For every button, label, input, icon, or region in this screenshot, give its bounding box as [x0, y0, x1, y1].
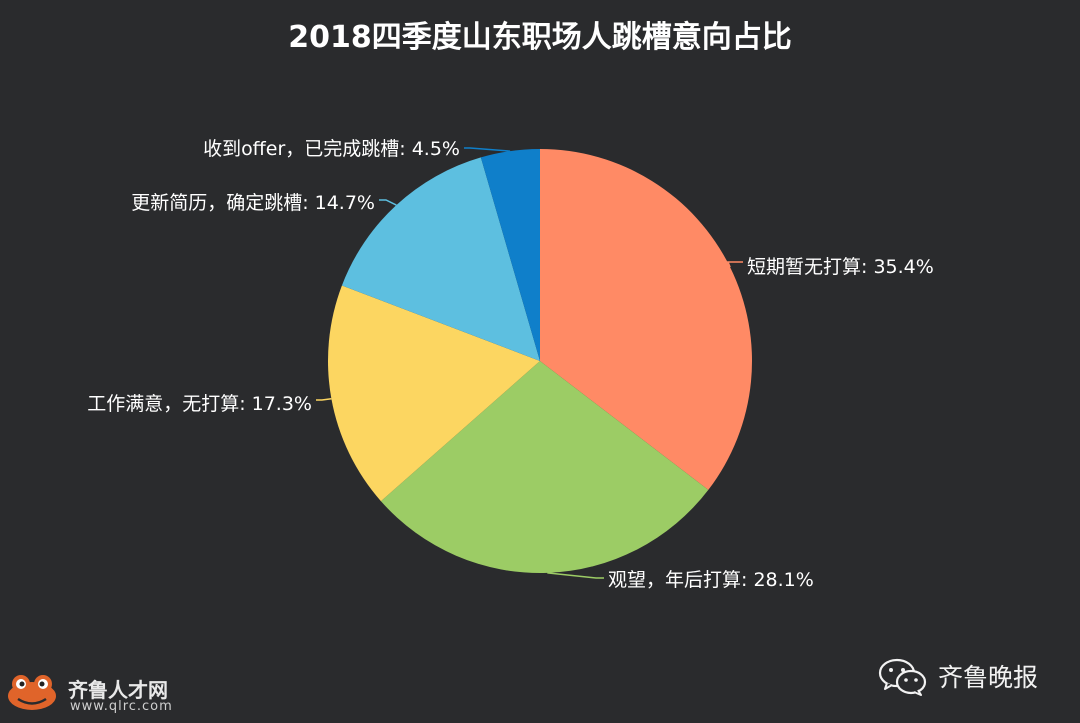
leader-lines: [316, 147, 743, 579]
pie-slices: [327, 149, 752, 574]
leader-line: [547, 572, 604, 579]
qlrc-name: 齐鲁人才网: [68, 678, 168, 702]
slice-label: 观望，年后打算: 28.1%: [608, 569, 814, 591]
pie-slice: [380, 361, 709, 574]
chart-title: 2018四季度山东职场人跳槽意向占比: [288, 20, 792, 55]
leader-line: [379, 199, 397, 206]
qlrc-url: www.qlrc.com: [70, 699, 173, 714]
pie-slice: [540, 149, 752, 490]
slice-label: 更新简历，确定跳槽: 14.7%: [131, 192, 375, 214]
qlrc-watermark: 齐鲁人才网 www.qlrc.com: [6, 670, 206, 716]
slice-label: 短期暂无打算: 35.4%: [747, 256, 934, 278]
slice-label: 收到offer，已完成跳槽: 4.5%: [203, 138, 460, 160]
leader-line: [316, 398, 332, 401]
leader-line: [726, 261, 743, 268]
pie-slice: [327, 285, 540, 502]
wechat-icon: [878, 658, 927, 696]
leader-line: [464, 147, 511, 152]
frog-logo-icon: [8, 675, 56, 710]
pie-slice: [341, 157, 540, 361]
pie-slice: [480, 149, 540, 361]
qlwb-watermark: 齐鲁晚报: [878, 654, 1068, 698]
slice-label: 工作满意，无打算: 17.3%: [87, 393, 312, 415]
qlwb-name: 齐鲁晚报: [938, 663, 1039, 692]
slice-labels: 短期暂无打算: 35.4% 观望，年后打算: 28.1% 工作满意，无打算: 17.…: [87, 138, 934, 591]
